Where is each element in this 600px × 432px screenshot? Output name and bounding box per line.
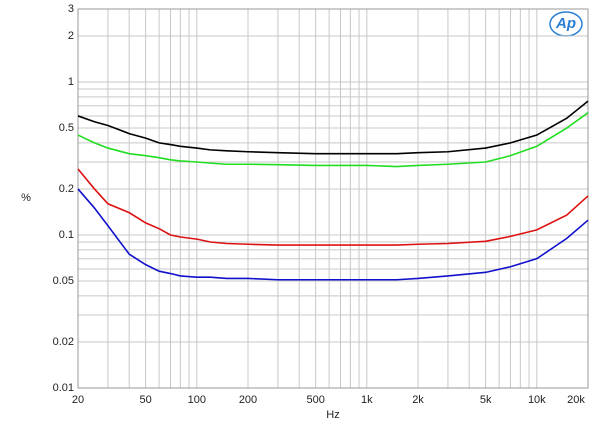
plot-border xyxy=(77,8,589,389)
x-tick-label: 500 xyxy=(306,394,324,406)
x-tick-label: 20k xyxy=(567,394,585,406)
y-tick-label: 0.05 xyxy=(53,275,74,287)
x-tick-label: 10k xyxy=(528,394,546,406)
y-tick-label: 0.02 xyxy=(53,336,74,348)
y-tick-label: 0.2 xyxy=(59,183,74,195)
x-axis-label: Hz xyxy=(326,409,339,421)
y-tick-label: 2 xyxy=(68,30,74,42)
y-tick-label: 0.5 xyxy=(59,122,74,134)
y-tick-label: 1 xyxy=(68,76,74,88)
x-tick-label: 200 xyxy=(239,394,257,406)
y-axis-label: % xyxy=(21,192,31,204)
y-tick-label: 3 xyxy=(68,3,74,15)
logo-text: Ap xyxy=(555,15,576,32)
data-line xyxy=(77,168,589,246)
data-line xyxy=(77,188,589,281)
data-line xyxy=(77,112,589,168)
y-tick-label: 0.01 xyxy=(53,382,74,394)
x-tick-label: 50 xyxy=(140,394,152,406)
x-tick-label: 5k xyxy=(480,394,492,406)
x-tick-label: 1k xyxy=(361,394,373,406)
x-tick-label: 20 xyxy=(72,394,84,406)
x-tick-label: 100 xyxy=(188,394,206,406)
y-tick-label: 0.1 xyxy=(59,229,74,241)
x-tick-label: 2k xyxy=(412,394,424,406)
data-line xyxy=(77,100,589,155)
